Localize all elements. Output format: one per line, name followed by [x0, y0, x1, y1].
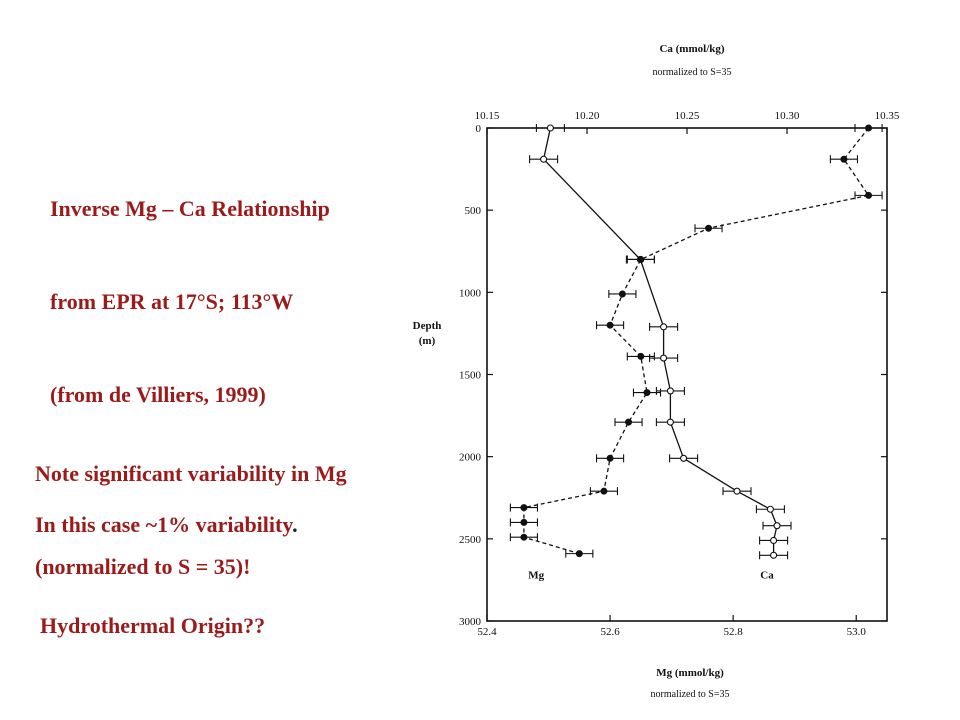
- depth-axis-unit: (m): [419, 335, 436, 347]
- ca-point-3: [660, 323, 668, 331]
- plot-frame: [486, 127, 888, 622]
- ca-point-9: [766, 505, 774, 513]
- mg-point-7: [637, 352, 645, 360]
- bottom-axis-sublabel: normalized to S=35: [651, 689, 730, 700]
- mg-point-5: [618, 290, 626, 298]
- mg-point-3: [705, 224, 713, 232]
- title-line-1: Inverse Mg – Ca Relationship: [50, 196, 330, 221]
- top-tick-label-3: 10.30: [775, 110, 800, 122]
- mg-point-2: [865, 191, 873, 199]
- depth-tick-label-5: 2500: [459, 534, 482, 546]
- depth-axis-label: Depth: [413, 320, 442, 332]
- top-tick-label-1: 10.20: [575, 110, 600, 122]
- hydrothermal-origin-note: Hydrothermal Origin??: [40, 613, 266, 638]
- mg-point-11: [600, 487, 608, 495]
- top-tick-label-0: 10.15: [475, 110, 500, 122]
- ca-point-0: [546, 124, 554, 132]
- depth-tick-label-3: 1500: [459, 370, 482, 382]
- mg-point-4: [637, 255, 645, 263]
- ca-point-7: [680, 454, 688, 462]
- bottom-tick-label-1: 52.6: [600, 626, 620, 638]
- ca-point-1: [540, 155, 548, 163]
- bottom-axis-label: Mg (mmol/kg): [656, 667, 724, 679]
- mg-point-0: [865, 124, 873, 132]
- mg-point-8: [643, 389, 651, 397]
- depth-tick-label-4: 2000: [459, 452, 482, 464]
- title-line-2: from EPR at 17°S; 113°W: [50, 289, 294, 314]
- variability-percent-note: In this case ~1% variability.: [35, 509, 298, 540]
- ca-series-label: Ca: [760, 569, 774, 581]
- mg-point-1: [840, 155, 848, 163]
- ca-point-12: [770, 551, 778, 559]
- depth-tick-label-0: 0: [476, 123, 482, 135]
- ca-point-5: [666, 387, 674, 395]
- ca-point-10: [773, 522, 781, 530]
- depth-tick-label-2: 1000: [459, 287, 482, 299]
- ca-point-11: [770, 536, 778, 545]
- variability-note-block: Note significant variability in Mg (norm…: [35, 396, 347, 613]
- title-line-3: (from de Villiers, 1999): [50, 382, 266, 407]
- mg-point-9: [625, 418, 633, 426]
- mg-point-14: [520, 533, 528, 541]
- mg-series-line: [523, 127, 870, 555]
- variability-text: In this case ~1% variability: [35, 512, 293, 537]
- top-tick-label-4: 10.35: [875, 110, 900, 122]
- top-axis-sublabel: normalized to S=35: [653, 67, 732, 78]
- bottom-tick-label-0: 52.4: [477, 626, 497, 638]
- mg-point-15: [575, 550, 583, 558]
- ca-point-6: [666, 418, 674, 426]
- mg-series-label: Mg: [528, 569, 544, 581]
- ca-point-4: [660, 354, 668, 362]
- variability-period: .: [292, 512, 298, 537]
- ca-point-8: [733, 487, 741, 495]
- title-block: Inverse Mg – Ca Relationship from EPR at…: [50, 131, 330, 441]
- mg-point-12: [520, 504, 528, 512]
- bottom-tick-label-3: 53.0: [847, 626, 867, 638]
- depth-tick-label-1: 500: [465, 205, 482, 217]
- mg-point-10: [606, 454, 614, 462]
- mg-point-13: [520, 518, 528, 526]
- top-tick-label-2: 10.25: [675, 110, 700, 122]
- note-line-2: (normalized to S = 35)!: [35, 554, 251, 579]
- top-axis-label: Ca (mmol/kg): [659, 43, 724, 55]
- bottom-tick-label-2: 52.8: [724, 626, 744, 638]
- note-line-1: Note significant variability in Mg: [35, 461, 347, 486]
- mg-point-6: [606, 321, 614, 329]
- depth-tick-label-6: 3000: [459, 616, 482, 628]
